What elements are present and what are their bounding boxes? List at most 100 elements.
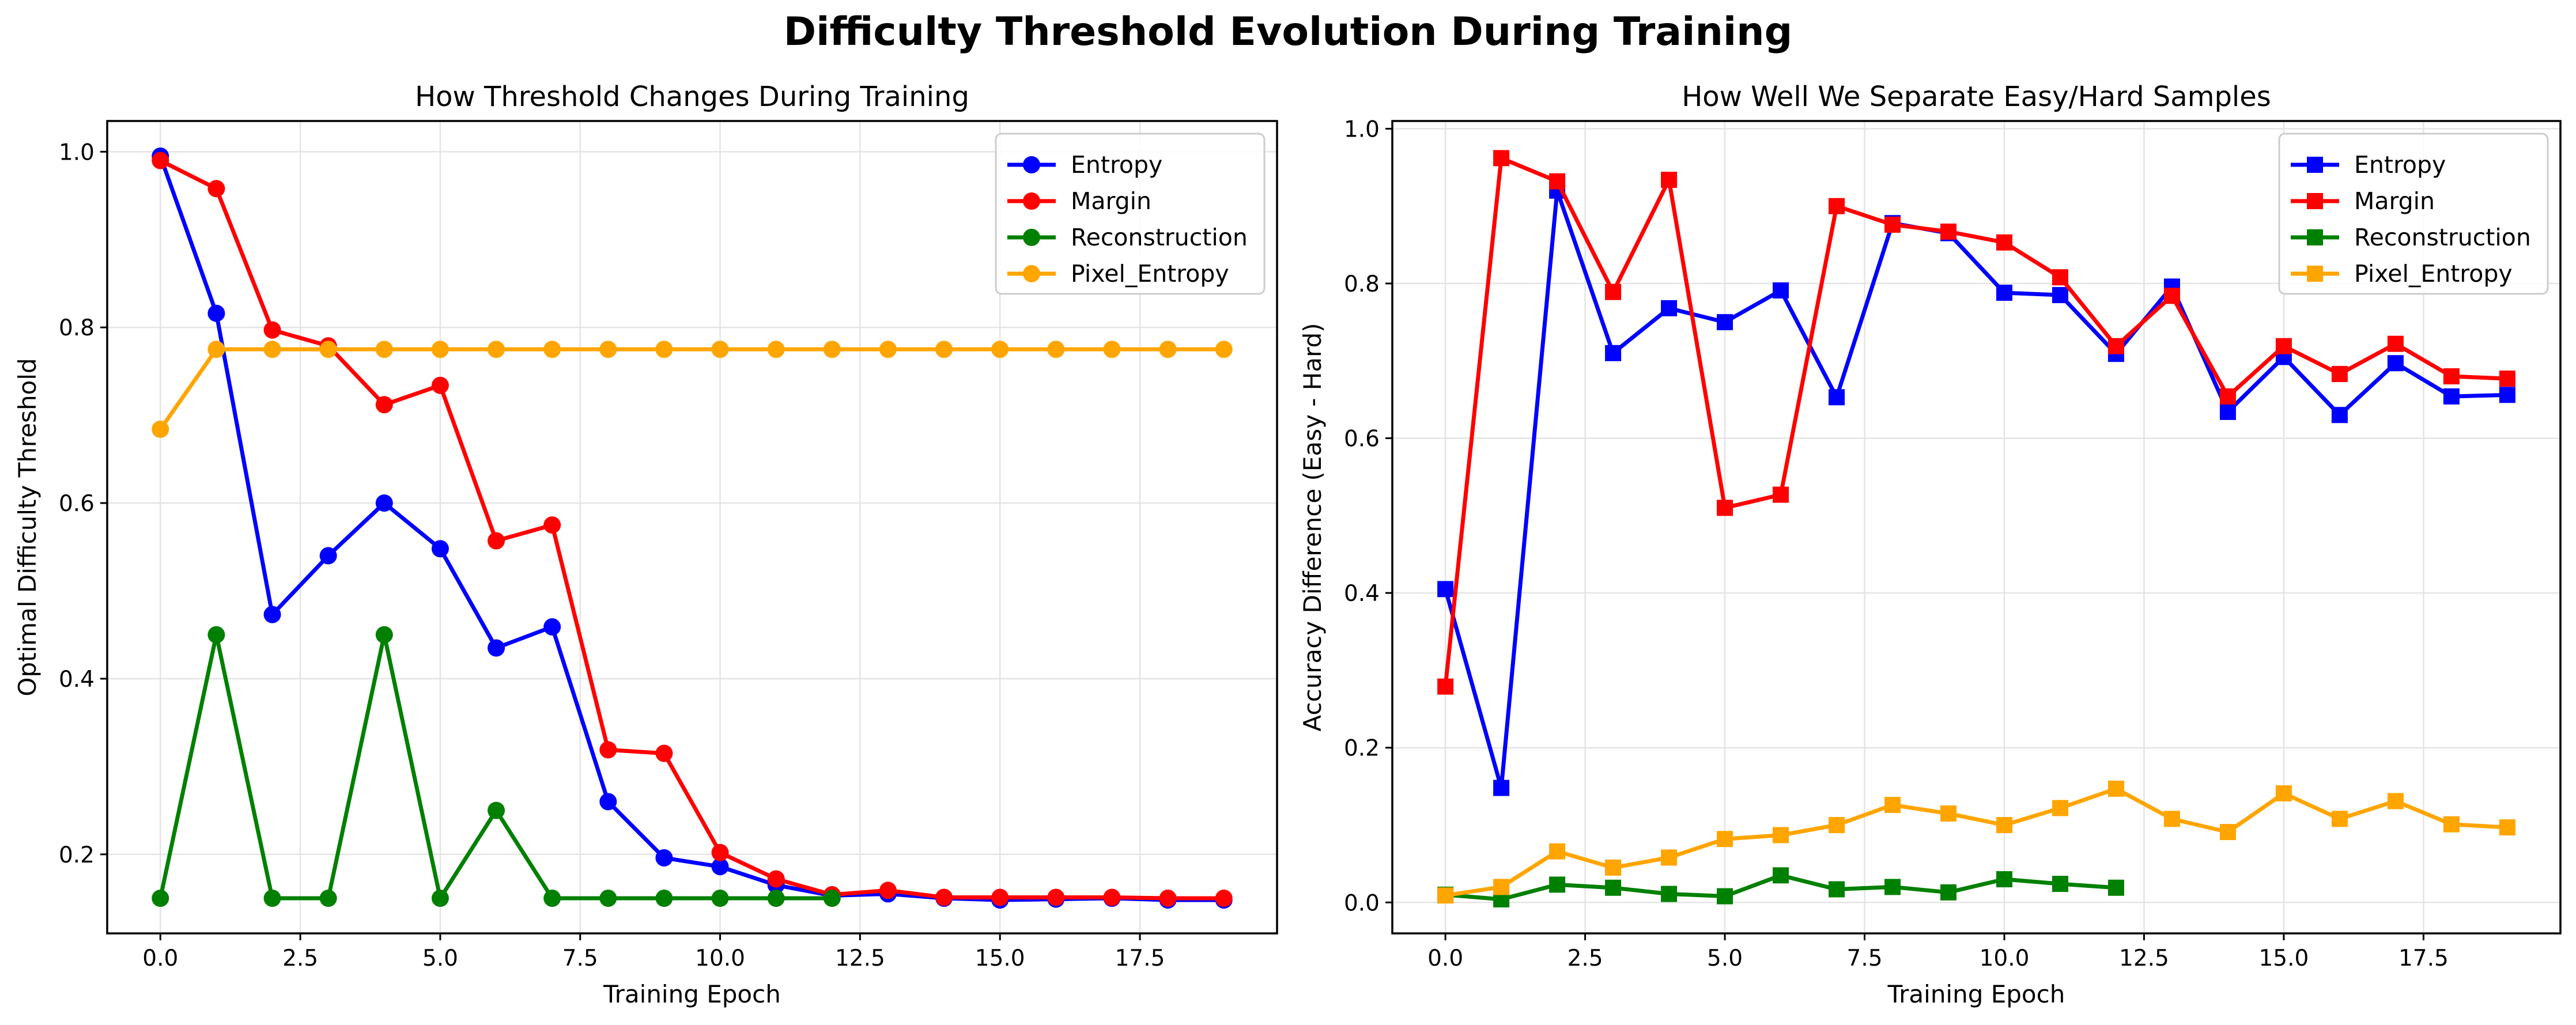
chart2-x-tick-label: 0.0	[1427, 945, 1463, 971]
chart2-point-entropy	[1437, 581, 1454, 597]
chart2-point-reconstruction	[1549, 876, 1566, 893]
chart2-point-pixel-entropy	[1884, 797, 1901, 814]
chart2-point-pixel-entropy	[2331, 811, 2348, 827]
chart2-legend-label: Pixel_Entropy	[2354, 260, 2513, 288]
chart2-point-reconstruction	[1605, 879, 1622, 896]
chart1-legend-entry-margin: Margin	[1007, 187, 1151, 215]
chart1-point-margin	[599, 741, 617, 759]
chart1-point-margin	[152, 152, 169, 169]
chart2-point-pixel-entropy	[1717, 831, 1733, 848]
chart2-point-entropy	[2052, 287, 2068, 304]
chart1-point-margin	[767, 870, 785, 888]
chart1-point-pixel-entropy	[263, 341, 281, 358]
chart2-series-reconstruction	[1437, 867, 2124, 907]
chart1-point-margin	[879, 882, 897, 899]
chart2-point-pixel-entropy	[2443, 816, 2460, 833]
chart1-point-reconstruction	[263, 890, 281, 907]
chart2-point-reconstruction	[2107, 879, 2124, 896]
chart2-point-pixel-entropy	[1549, 843, 1566, 860]
chart2-point-pixel-entropy	[1829, 817, 1845, 833]
chart2-point-entropy	[1493, 780, 1510, 796]
chart2-x-tick-label: 10.0	[1980, 945, 2030, 971]
chart1-point-pixel-entropy	[879, 341, 897, 358]
chart1-point-entropy	[375, 494, 393, 512]
chart2-point-pixel-entropy	[2052, 800, 2068, 816]
chart2-point-margin	[1717, 500, 1733, 516]
chart2-point-pixel-entropy	[1940, 805, 1957, 822]
chart2-point-entropy	[1717, 314, 1733, 331]
chart2-plot-frame	[1391, 120, 2562, 935]
chart1-point-entropy	[488, 639, 505, 657]
chart2-point-entropy	[1661, 300, 1678, 316]
chart1-legend-label: Margin	[1071, 187, 1151, 215]
chart1-point-entropy	[263, 606, 281, 623]
chart2-point-reconstruction	[1661, 886, 1678, 902]
chart2-point-entropy	[2499, 387, 2515, 403]
chart1-point-reconstruction	[207, 626, 225, 644]
chart2-x-tick-label: 2.5	[1567, 945, 1603, 971]
chart2-title: How Well We Separate Easy/Hard Samples	[1682, 81, 2271, 113]
chart2-point-reconstruction	[1829, 881, 1845, 898]
chart1-point-reconstruction	[711, 890, 729, 907]
chart2-line-margin	[1443, 156, 2508, 687]
chart2-y-tick-label: 0.0	[1344, 890, 1380, 916]
figure-title: Difficulty Threshold Evolution During Tr…	[784, 9, 1793, 55]
chart2-point-margin	[2499, 370, 2515, 387]
chart1-point-margin	[207, 180, 225, 198]
chart2-line-pixel-entropy	[1445, 786, 2508, 898]
chart1-point-pixel-entropy	[711, 341, 729, 358]
chart1-x-tick-label: 5.0	[422, 945, 458, 971]
chart2-point-margin	[1996, 234, 2012, 251]
chart1-point-margin	[1103, 888, 1121, 906]
chart2-legend-box	[2278, 133, 2549, 295]
chart1-point-entropy	[319, 547, 337, 565]
chart1-series-pixel-entropy	[152, 341, 1233, 438]
chart2-point-pixel-entropy	[1437, 887, 1454, 904]
chart1-x-tick-label: 15.0	[975, 945, 1025, 971]
chart2-point-margin	[1605, 283, 1622, 300]
chart1-plot-frame	[106, 120, 1278, 935]
chart1-point-entropy	[655, 849, 673, 867]
chart1-legend: Entropy Margin Reconstruction Pixel_Entropy	[995, 133, 1266, 295]
chart2-legend-marker	[2307, 266, 2323, 282]
chart2-point-margin	[2443, 368, 2460, 385]
chart2-point-margin	[2219, 388, 2236, 405]
chart1-point-margin	[543, 516, 561, 534]
chart2-x-tick-label: 15.0	[2258, 945, 2309, 971]
chart2-point-pixel-entropy	[2499, 819, 2515, 836]
chart2-point-margin	[1493, 150, 1510, 167]
chart1-point-entropy	[599, 793, 617, 811]
chart1-x-tick-label: 10.0	[695, 945, 745, 971]
chart1-x-axis-label: Training Epoch	[603, 980, 781, 1008]
chart2-legend-label: Reconstruction	[2354, 224, 2531, 251]
chart1-legend-marker	[1023, 192, 1040, 210]
chart1-y-tick-label: 0.8	[59, 315, 95, 341]
chart1-line-margin	[159, 158, 1224, 901]
chart2-point-margin	[2387, 335, 2404, 352]
chart2-point-pixel-entropy	[1605, 859, 1622, 876]
chart1-point-pixel-entropy	[823, 341, 841, 358]
chart2-point-pixel-entropy	[2107, 780, 2124, 797]
chart2-point-pixel-entropy	[1996, 817, 2012, 833]
chart1-point-pixel-entropy	[599, 341, 617, 358]
chart2-point-margin	[1437, 678, 1454, 695]
chart1-point-margin	[935, 888, 953, 906]
chart1-point-margin	[263, 321, 281, 339]
chart-panel-threshold: 0.0 2.5 5.0 7.5 10.0 12.5 15.0 17.5 0.2 0.4 0.6 0.8…	[13, 81, 1278, 1008]
chart1-point-reconstruction	[655, 890, 673, 907]
chart2-legend-marker	[2307, 193, 2323, 209]
chart2-point-entropy	[2331, 407, 2348, 423]
chart1-point-pixel-entropy	[207, 341, 225, 358]
chart2-legend-entry-margin: Margin	[2291, 187, 2435, 215]
chart2-point-pixel-entropy	[1773, 827, 1789, 844]
chart1-point-entropy	[543, 618, 561, 636]
chart1-point-pixel-entropy	[935, 341, 953, 358]
chart2-point-pixel-entropy	[1493, 879, 1510, 895]
chart1-point-margin	[711, 844, 729, 861]
chart2-x-tick-label: 12.5	[2119, 945, 2169, 971]
chart2-point-entropy	[1829, 389, 1845, 406]
chart1-point-pixel-entropy	[152, 421, 169, 438]
chart2-point-margin	[1940, 224, 1957, 240]
chart1-line-pixel-entropy	[158, 347, 1224, 431]
